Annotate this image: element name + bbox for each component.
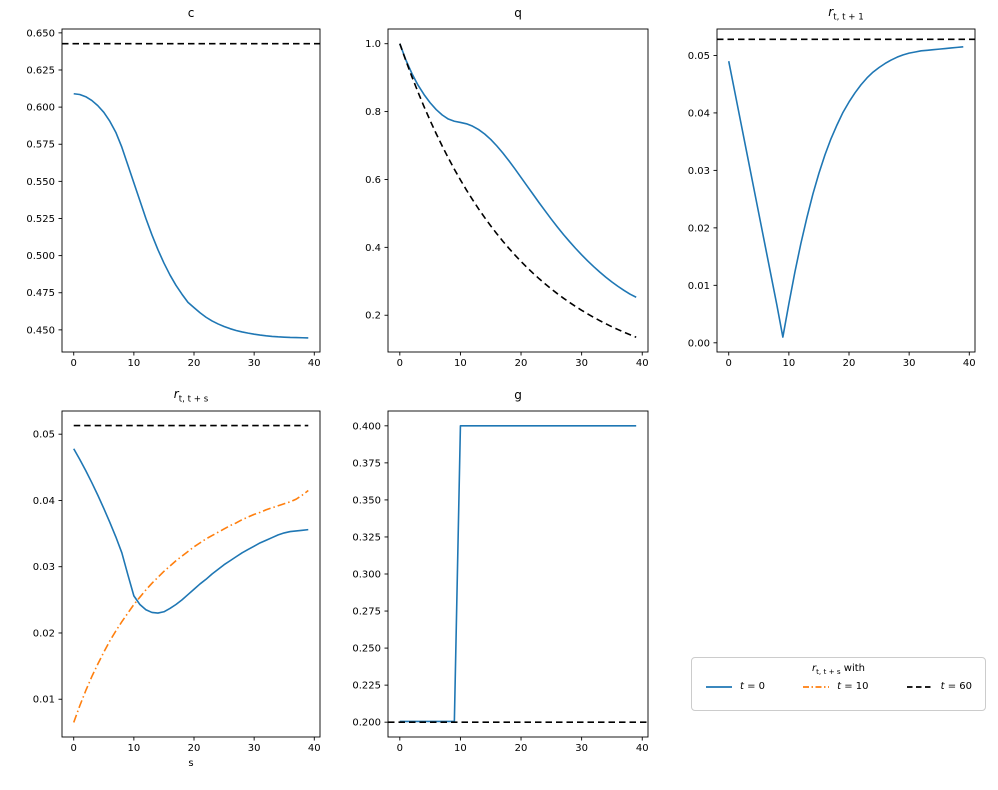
y-tick-label: 0.2 [365, 311, 381, 322]
legend-entries: t = 0 t = 10 t = 60 [692, 678, 985, 692]
y-tick-label: 0.525 [26, 214, 55, 225]
x-tick-label: 30 [575, 358, 588, 369]
y-tick-label: 0.8 [365, 107, 381, 118]
y-tick-label: 0.575 [26, 140, 55, 151]
x-tick-label: 10 [127, 743, 140, 754]
subplot-c-title: c [187, 6, 195, 20]
subplot-r-t-ts-title: rt, t + s [173, 387, 209, 405]
legend: rt, t + s with t = 0 t = 10 t = 60 [691, 657, 986, 711]
legend-entry: t = 0 [705, 681, 765, 692]
x-tick-label: 30 [248, 743, 261, 754]
x-tick-label: 40 [963, 358, 976, 369]
axes-frame [387, 28, 649, 353]
x-tick-label: 0 [726, 358, 732, 369]
series-g-path [399, 425, 637, 723]
x-tick-label: 20 [515, 358, 528, 369]
subplot-q-title: q [514, 6, 522, 20]
x-tick-label: 10 [454, 358, 467, 369]
legend-line-sample-icon [803, 685, 830, 688]
y-tick-label: 0.02 [33, 628, 55, 639]
x-tick-label: 20 [515, 743, 528, 754]
y-tick-label: 0.4 [365, 243, 381, 254]
x-tick-label: 10 [127, 358, 140, 369]
legend-entry: t = 10 [802, 681, 869, 692]
y-tick-label: 0.225 [352, 681, 381, 692]
y-tick-label: 0.01 [33, 695, 55, 706]
y-tick-label: 0.05 [688, 51, 710, 62]
x-tick-label: 20 [188, 743, 201, 754]
y-tick-label: 0.02 [688, 223, 710, 234]
subplot-c: 0 10 20 30 40 0.450 0.475 0.500 0.525 0.550 0.575 0… [26, 28, 320, 369]
y-tick-label: 0.01 [688, 281, 710, 292]
y-tick-label: 0.03 [688, 166, 710, 177]
y-tick-label: 0.200 [352, 718, 381, 729]
x-tick-label: 0 [71, 358, 77, 369]
y-tick-label: 0.250 [352, 644, 381, 655]
axes-frame [387, 410, 649, 738]
y-tick-label: 0.6 [365, 175, 381, 186]
y-tick-label: 0.350 [352, 495, 381, 506]
y-tick-label: 0.04 [688, 108, 710, 119]
y-tick-label: 0.325 [352, 532, 381, 543]
subplot-r-t-t1-title: rt, t + 1 [828, 5, 864, 23]
x-tick-label: 40 [308, 358, 321, 369]
subplot-r_t_t1: 0 10 20 30 40 0.00 0.01 0.02 0.03 0.04 0.05 [688, 28, 976, 369]
y-tick-label: 0.275 [352, 607, 381, 618]
series-r1-path [727, 46, 964, 338]
y-tick-label: 0.05 [33, 430, 55, 441]
x-tick-label: 40 [636, 743, 649, 754]
legend-entry-label: t = 0 [740, 681, 766, 692]
series-t-10-curve [72, 489, 309, 723]
subplot-g: 0 10 20 30 40 0.200 0.225 0.250 0.275 0.300 0.325 0… [352, 410, 649, 754]
y-tick-label: 0.00 [688, 338, 710, 349]
series-q-benchmark [399, 43, 637, 338]
y-tick-label: 0.500 [26, 251, 55, 262]
legend-entry: t = 60 [906, 681, 972, 692]
legend-entry-label: t = 10 [837, 681, 869, 692]
x-tick-label: 10 [782, 358, 795, 369]
series-c-path [73, 92, 309, 339]
axes-frame [61, 28, 321, 353]
y-tick-label: 0.650 [26, 28, 55, 39]
x-tick-label: 40 [308, 743, 321, 754]
y-tick-label: 0.300 [352, 570, 381, 581]
legend-line-sample-icon [906, 685, 933, 688]
legend-entry-label: t = 60 [940, 681, 972, 692]
series-t-0-curve [73, 448, 309, 614]
legend-title: rt, t + s with [811, 663, 866, 676]
series-q-path [399, 43, 637, 298]
x-tick-label: 20 [843, 358, 856, 369]
subplot-r_t_ts: 0 10 20 30 40 0.01 0.02 0.03 0.04 0.05 [33, 410, 321, 754]
legend-line-sample-icon [706, 685, 732, 688]
x-tick-label: 30 [575, 743, 588, 754]
y-tick-label: 0.03 [33, 562, 55, 573]
axes-frame [716, 28, 976, 353]
y-tick-label: 0.550 [26, 177, 55, 188]
x-tick-label: 0 [71, 743, 77, 754]
x-tick-label: 30 [903, 358, 916, 369]
y-tick-label: 0.475 [26, 288, 55, 299]
y-tick-label: 1.0 [365, 39, 381, 50]
y-tick-label: 0.625 [26, 65, 55, 76]
subplot-q: 0 10 20 30 40 0.2 0.4 0.6 0.8 1.0 [365, 28, 649, 369]
y-tick-label: 0.04 [33, 496, 55, 507]
x-tick-label: 40 [636, 358, 649, 369]
axes-frame [61, 410, 321, 738]
y-tick-label: 0.375 [352, 458, 381, 469]
x-tick-label: 10 [454, 743, 467, 754]
subplot-g-title: g [514, 388, 522, 402]
x-tick-label: 20 [188, 358, 201, 369]
x-tick-label: 0 [397, 743, 403, 754]
y-tick-label: 0.600 [26, 103, 55, 114]
x-tick-label: 30 [248, 358, 261, 369]
y-tick-label: 0.450 [26, 325, 55, 336]
y-tick-label: 0.400 [352, 421, 381, 432]
x-tick-label: 0 [397, 358, 403, 369]
x-axis-label-s: s [188, 758, 194, 769]
